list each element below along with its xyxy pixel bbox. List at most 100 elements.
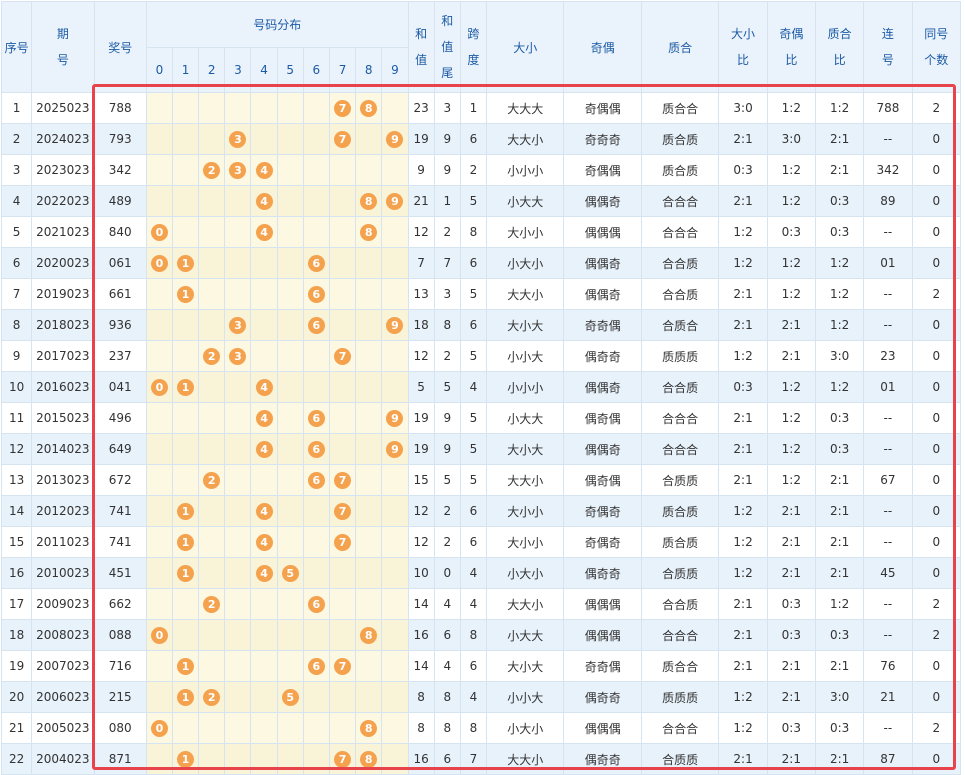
- dist-cell-8: 8: [355, 712, 383, 744]
- dist-cell-2: [198, 247, 226, 279]
- dist-cell-0: [145, 743, 174, 775]
- dist-cell-7: [328, 712, 357, 744]
- bigsmall-cell: 大小小: [485, 495, 565, 527]
- oeratio-cell: 3:0: [766, 123, 816, 155]
- pcratio-cell: 2:1: [814, 464, 865, 496]
- primecomp-cell: 质合质: [640, 526, 720, 558]
- dist-cell-9: [381, 92, 409, 124]
- pcratio-cell: 2:1: [814, 557, 865, 589]
- span-cell: 5: [459, 185, 488, 217]
- prize-cell: 080: [93, 712, 147, 744]
- seq-cell: 11: [0, 402, 33, 434]
- consec-cell: --: [863, 526, 913, 558]
- prize-cell: 662: [93, 588, 147, 620]
- sum-cell: 13: [407, 278, 435, 310]
- table-row: 8 2018023 936 3 6 9 18 8 6 大小大 奇奇偶 合质合 2:1 2:1 1:2 -- 0: [0, 309, 962, 341]
- consec-cell: 87: [863, 743, 913, 775]
- bsratio-cell: 1:2: [718, 495, 768, 527]
- sum-cell: 19: [407, 123, 435, 155]
- dist-cell-9: [381, 495, 409, 527]
- span-cell: 5: [459, 278, 488, 310]
- dist-cell-9: [381, 464, 409, 496]
- col-primecomp-header: 质合: [640, 1, 720, 93]
- seq-cell: 9: [0, 340, 33, 372]
- dist-cell-9: [381, 154, 409, 186]
- seq-cell: 1: [0, 92, 33, 124]
- col-bigsmall-header: 大小: [485, 1, 565, 93]
- bsratio-cell: 1:2: [718, 681, 768, 713]
- dist-cell-5: [276, 247, 304, 279]
- dist-cell-1: [172, 402, 200, 434]
- prize-cell: 661: [93, 278, 147, 310]
- dist-cell-2: [198, 216, 226, 248]
- bigsmall-cell: 小大小: [485, 247, 565, 279]
- oeratio-cell: 2:1: [766, 526, 816, 558]
- digit-ball: 7: [334, 471, 352, 489]
- dist-cell-4: [250, 743, 278, 775]
- sumtail-cell: 9: [433, 402, 461, 434]
- table-body: 1 2025023 788 7 8 23 3 1 大大大 奇偶偶 质合合 3:0 1:2 1:2 788 2 2…: [0, 92, 962, 775]
- table-row: 4 2022023 489 4 8 9 21 1 5 小大大 偶偶奇 合合合 2:1 1:2 0:3 89 0: [0, 185, 962, 217]
- period-cell: 2011023: [31, 526, 95, 558]
- bsratio-cell: 2:1: [718, 588, 768, 620]
- table-row: 18 2008023 088 0 8 16 6 8 小大大 偶偶偶 合合合 2:1 0:3 0:3 -- 2: [0, 619, 962, 651]
- col-dist-header: 号码分布: [145, 1, 409, 48]
- digit-ball: 0: [150, 719, 168, 737]
- dist-cell-9: [381, 588, 409, 620]
- dist-cell-6: 6: [302, 433, 330, 465]
- col-period-header[interactable]: 期号 排序 ▲▼: [31, 1, 95, 93]
- sumtail-cell: 3: [433, 92, 461, 124]
- period-cell: 2015023: [31, 402, 95, 434]
- dist-cell-3: [224, 402, 252, 434]
- consec-cell: 67: [863, 464, 913, 496]
- seq-cell: 21: [0, 712, 33, 744]
- pcratio-cell: 2:1: [814, 743, 865, 775]
- same-cell: 0: [911, 185, 962, 217]
- table-row: 20 2006023 215 1 2 5 8 8 4 小小大 偶奇奇 质质质 1:2 2:1 3:0 21 0: [0, 681, 962, 713]
- dist-cell-2: 2: [198, 154, 226, 186]
- dist-cell-9: [381, 526, 409, 558]
- table-row: 1 2025023 788 7 8 23 3 1 大大大 奇偶偶 质合合 3:0 1:2 1:2 788 2: [0, 92, 962, 124]
- dist-cell-7: 7: [328, 123, 357, 155]
- dist-cell-2: [198, 743, 226, 775]
- consec-cell: 23: [863, 340, 913, 372]
- bigsmall-cell: 大大小: [485, 278, 565, 310]
- primecomp-cell: 合合合: [640, 185, 720, 217]
- dist-cell-3: [224, 92, 252, 124]
- dist-cell-8: [355, 433, 383, 465]
- span-cell: 6: [459, 526, 488, 558]
- dist-cell-7: [328, 278, 357, 310]
- bigsmall-cell: 小小小: [485, 154, 565, 186]
- sumtail-cell: 8: [433, 681, 461, 713]
- span-cell: 6: [459, 495, 488, 527]
- oddeven-cell: 偶偶奇: [563, 433, 642, 465]
- prize-cell: 061: [93, 247, 147, 279]
- dist-cell-2: [198, 402, 226, 434]
- dist-cell-9: 9: [381, 123, 409, 155]
- dist-cell-3: [224, 743, 252, 775]
- oeratio-cell: 1:2: [766, 247, 816, 279]
- primecomp-cell: 质质质: [640, 681, 720, 713]
- consec-cell: --: [863, 433, 913, 465]
- digit-ball: 1: [177, 533, 195, 551]
- primecomp-cell: 质合合: [640, 92, 720, 124]
- prize-cell: 496: [93, 402, 147, 434]
- digit-ball: 0: [150, 254, 168, 272]
- dist-cell-1: 1: [172, 557, 200, 589]
- dist-cell-3: [224, 433, 252, 465]
- table-row: 19 2007023 716 1 6 7 14 4 6 大小大 奇奇偶 质合合 2:1 2:1 2:1 76 0: [0, 650, 962, 682]
- dist-cell-8: [355, 681, 383, 713]
- dist-cell-5: 5: [276, 557, 304, 589]
- prize-cell: 871: [93, 743, 147, 775]
- dist-cell-2: 2: [198, 340, 226, 372]
- span-cell: 5: [459, 464, 488, 496]
- bigsmall-cell: 大大小: [485, 588, 565, 620]
- digit-ball: 9: [386, 409, 404, 427]
- oeratio-cell: 0:3: [766, 712, 816, 744]
- dist-cell-7: 7: [328, 92, 357, 124]
- dist-cell-2: 2: [198, 588, 226, 620]
- consec-cell: --: [863, 278, 913, 310]
- seq-cell: 16: [0, 557, 33, 589]
- dist-cell-1: [172, 216, 200, 248]
- table-row: 16 2010023 451 1 4 5 10 0 4 小大小 偶奇奇 合质质 1:2 2:1 2:1 45 0: [0, 557, 962, 589]
